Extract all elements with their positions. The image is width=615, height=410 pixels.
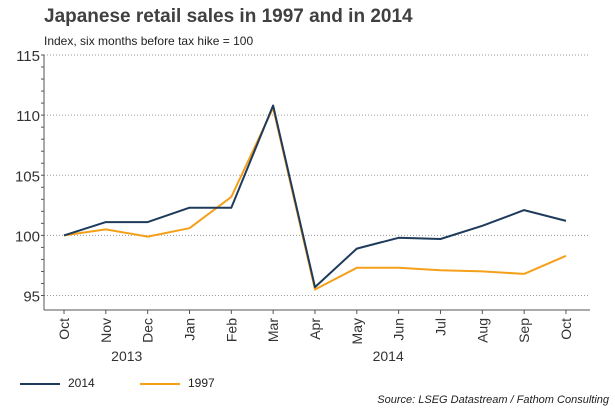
source-note: Source: LSEG Datastream / Fathom Consult…: [377, 394, 609, 406]
x-tick-label: Jul: [432, 318, 448, 336]
y-tick-label: 115: [16, 48, 40, 65]
year-label: 2013: [111, 348, 142, 364]
legend-swatch: [20, 382, 60, 385]
legend-label: 1997: [188, 376, 215, 390]
x-tick-label: Sep: [516, 318, 532, 343]
y-tick-label: 95: [23, 289, 40, 306]
x-tick-label: May: [349, 318, 365, 344]
y-tick-label: 110: [16, 108, 40, 125]
x-tick-label: Apr: [307, 318, 323, 340]
legend-label: 2014: [68, 376, 95, 390]
series-line-2014: [63, 104, 567, 289]
x-tick-label: Feb: [223, 318, 239, 342]
series-line-1997: [63, 106, 567, 291]
x-tick-label: Mar: [265, 318, 281, 342]
x-tick-label: Nov: [98, 318, 114, 343]
legend-item-1997: 1997: [140, 376, 215, 390]
y-tick-label: 100: [15, 228, 40, 245]
chart-subtitle: Index, six months before tax hike = 100: [44, 34, 254, 48]
x-tick-label: Oct: [56, 318, 72, 340]
x-tick-label: Aug: [474, 318, 490, 343]
x-tick-label: Oct: [558, 318, 574, 340]
legend-item-2014: 2014: [20, 376, 95, 390]
chart-title: Japanese retail sales in 1997 and in 201…: [44, 6, 413, 27]
legend-swatch: [140, 382, 180, 385]
year-label: 2014: [373, 348, 404, 364]
x-tick-label: Dec: [140, 318, 156, 343]
x-tick-label: Jun: [391, 318, 407, 341]
y-tick-label: 105: [15, 168, 40, 185]
x-tick-label: Jan: [181, 318, 197, 341]
